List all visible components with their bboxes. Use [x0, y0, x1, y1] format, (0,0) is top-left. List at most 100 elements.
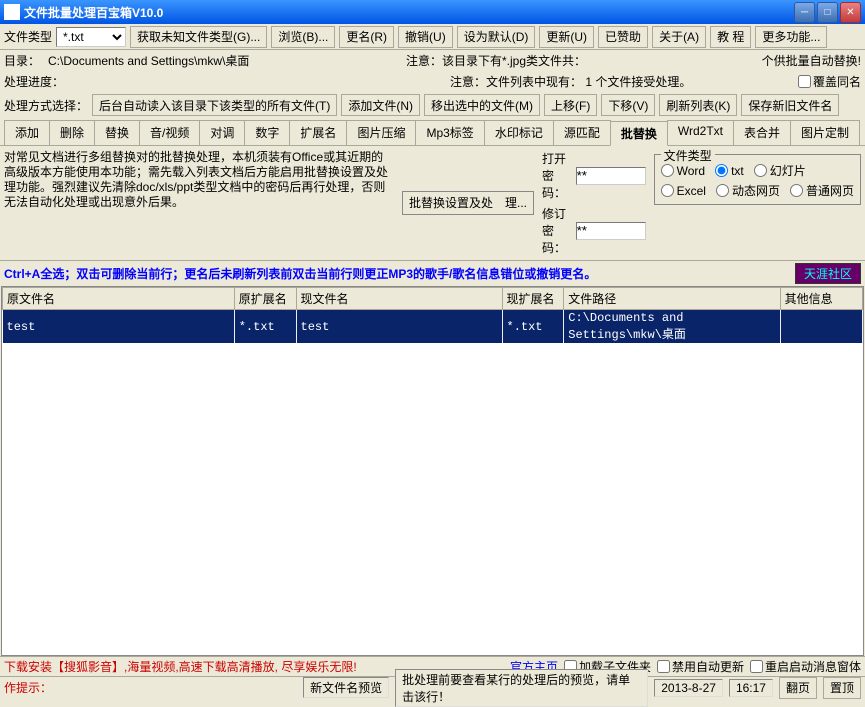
table-row-empty — [3, 615, 863, 631]
col-header[interactable]: 现文件名 — [296, 288, 502, 310]
col-header[interactable]: 文件路径 — [564, 288, 780, 310]
radio-幻灯片[interactable]: 幻灯片 — [754, 162, 806, 179]
open-pw-input[interactable] — [576, 167, 646, 185]
col-header[interactable]: 其他信息 — [780, 288, 862, 310]
remove-selected-button[interactable]: 移出选中的文件(M) — [424, 94, 540, 116]
tab-Mp3标签[interactable]: Mp3标签 — [415, 120, 484, 145]
table-row-empty — [3, 407, 863, 423]
radio-Word[interactable]: Word — [661, 162, 705, 179]
tab-替换[interactable]: 替换 — [94, 120, 140, 145]
hint-bar: Ctrl+A全选；双击可删除当前行；更名后未刷新列表前双击当前行则更正MP3的歌… — [0, 261, 865, 286]
table-row-empty — [3, 631, 863, 647]
method-row: 处理方式选择： 后台自动读入该目录下该类型的所有文件(T) 添加文件(N) 移出… — [0, 92, 865, 118]
donated-button[interactable]: 已赞助 — [598, 26, 648, 48]
tab-strip: 添加删除替换音/视频对调数字扩展名图片压缩Mp3标签水印标记源匹配批替换Wrd2… — [0, 118, 865, 146]
filetype-select[interactable]: *.txt — [56, 27, 126, 47]
method-label: 处理方式选择： — [4, 97, 88, 114]
window-title: 文件批量处理百宝箱V10.0 — [24, 4, 794, 21]
tab-添加[interactable]: 添加 — [4, 120, 50, 145]
filetype-groupbox: 文件类型 Wordtxt幻灯片 Excel动态网页普通网页 — [654, 154, 861, 205]
panel-description: 对常见文档进行多组替换对的批替换处理，本机须装有Office或其近期的高级版本方… — [4, 150, 394, 210]
preview-cell: 新文件名预览 — [303, 677, 389, 698]
status-hint: 作提示： — [4, 679, 52, 696]
directory-row: 目录： C:\Documents and Settings\mkw\桌面 注意：… — [0, 50, 865, 71]
tab-对调[interactable]: 对调 — [199, 120, 245, 145]
set-default-button[interactable]: 设为默认(D) — [457, 26, 536, 48]
table-row-empty — [3, 391, 863, 407]
tab-扩展名[interactable]: 扩展名 — [289, 120, 347, 145]
table-row-empty — [3, 535, 863, 551]
about-button[interactable]: 关于(A) — [652, 26, 706, 48]
table-row-empty — [3, 599, 863, 615]
overwrite-checkbox[interactable]: 覆盖同名 — [798, 73, 861, 90]
tab-源匹配[interactable]: 源匹配 — [553, 120, 611, 145]
dir-label: 目录： — [4, 52, 40, 69]
radio-动态网页[interactable]: 动态网页 — [716, 182, 780, 199]
filetype-label: 文件类型 — [4, 28, 52, 45]
progress-label: 处理进度： — [4, 73, 64, 90]
radio-Excel[interactable]: Excel — [661, 182, 706, 199]
status-msg: 批处理前要查看某行的处理后的预览，请单击该行！ — [395, 669, 648, 707]
auto-load-button[interactable]: 后台自动读入该目录下该类型的所有文件(T) — [92, 94, 337, 116]
add-file-button[interactable]: 添加文件(N) — [341, 94, 420, 116]
tab-表合并[interactable]: 表合并 — [733, 120, 791, 145]
col-header[interactable]: 原文件名 — [3, 288, 235, 310]
table-row-empty — [3, 343, 863, 359]
status-time: 16:17 — [729, 679, 773, 697]
table-row-empty — [3, 503, 863, 519]
move-down-button[interactable]: 下移(V) — [601, 94, 655, 116]
table-row-empty — [3, 487, 863, 503]
batch-replace-panel: 对常见文档进行多组替换对的批替换处理，本机须装有Office或其近期的高级版本方… — [0, 146, 865, 261]
mod-pw-label: 修订密码： — [542, 205, 572, 256]
col-header[interactable]: 原扩展名 — [234, 288, 296, 310]
filetype-title: 文件类型 — [661, 147, 715, 164]
tab-音/视频[interactable]: 音/视频 — [139, 120, 200, 145]
tutorial-button[interactable]: 教 程 — [710, 26, 751, 48]
mod-pw-input[interactable] — [576, 222, 646, 240]
top-button[interactable]: 置顶 — [823, 677, 861, 699]
batch-settings-button[interactable]: 批替换设置及处 理... — [402, 191, 534, 215]
close-button[interactable]: ✕ — [840, 2, 861, 23]
get-unknown-button[interactable]: 获取未知文件类型(G)... — [130, 26, 267, 48]
save-names-button[interactable]: 保存新旧文件名 — [741, 94, 839, 116]
hint-text: Ctrl+A全选；双击可删除当前行；更名后未刷新列表前双击当前行则更正MP3的歌… — [4, 265, 596, 282]
move-up-button[interactable]: 上移(F) — [544, 94, 597, 116]
table-row-empty — [3, 567, 863, 583]
dir-right1: 个供批量自动替换! — [762, 52, 861, 69]
col-header[interactable]: 现扩展名 — [502, 288, 564, 310]
tab-数字[interactable]: 数字 — [244, 120, 290, 145]
maximize-button[interactable]: □ — [817, 2, 838, 23]
undo-button[interactable]: 撤销(U) — [398, 26, 453, 48]
tab-水印标记[interactable]: 水印标记 — [484, 120, 554, 145]
status-bar: 作提示： 新文件名预览 批处理前要查看某行的处理后的预览，请单击该行！ 2013… — [0, 676, 865, 698]
tab-图片压缩[interactable]: 图片压缩 — [346, 120, 416, 145]
browse-button[interactable]: 浏览(B)... — [271, 26, 335, 48]
radio-txt[interactable]: txt — [715, 162, 744, 179]
rename-button[interactable]: 更名(R) — [339, 26, 394, 48]
radio-普通网页[interactable]: 普通网页 — [790, 182, 854, 199]
app-icon — [4, 4, 20, 20]
table-row-empty — [3, 471, 863, 487]
file-table: 原文件名原扩展名现文件名现扩展名文件路径其他信息 test*.txttest*.… — [2, 287, 863, 656]
open-pw-label: 打开密码： — [542, 150, 572, 201]
file-table-area: 原文件名原扩展名现文件名现扩展名文件路径其他信息 test*.txttest*.… — [1, 286, 864, 656]
table-row-empty — [3, 551, 863, 567]
table-row-empty — [3, 423, 863, 439]
progress-row: 处理进度： 注意：文件列表中现有： 1 个文件接受处理。 覆盖同名 — [0, 71, 865, 92]
dir-notice2: 注意：文件列表中现有： 1 个文件接受处理。 — [450, 73, 691, 90]
table-row-empty — [3, 359, 863, 375]
tab-Wrd2Txt[interactable]: Wrd2Txt — [667, 120, 734, 145]
refresh-button[interactable]: 刷新列表(K) — [659, 94, 737, 116]
status-date: 2013-8-27 — [654, 679, 723, 697]
tab-删除[interactable]: 删除 — [49, 120, 95, 145]
table-row-empty — [3, 439, 863, 455]
tab-批替换[interactable]: 批替换 — [610, 121, 668, 146]
community-button[interactable]: 天涯社区 — [795, 263, 861, 284]
minimize-button[interactable]: ─ — [794, 2, 815, 23]
titlebar: 文件批量处理百宝箱V10.0 ─ □ ✕ — [0, 0, 865, 24]
table-row[interactable]: test*.txttest*.txtC:\Documents and Setti… — [3, 310, 863, 344]
tab-图片定制[interactable]: 图片定制 — [790, 120, 860, 145]
more-button[interactable]: 更多功能... — [755, 26, 827, 48]
update-button[interactable]: 更新(U) — [539, 26, 594, 48]
flip-button[interactable]: 翻页 — [779, 677, 817, 699]
